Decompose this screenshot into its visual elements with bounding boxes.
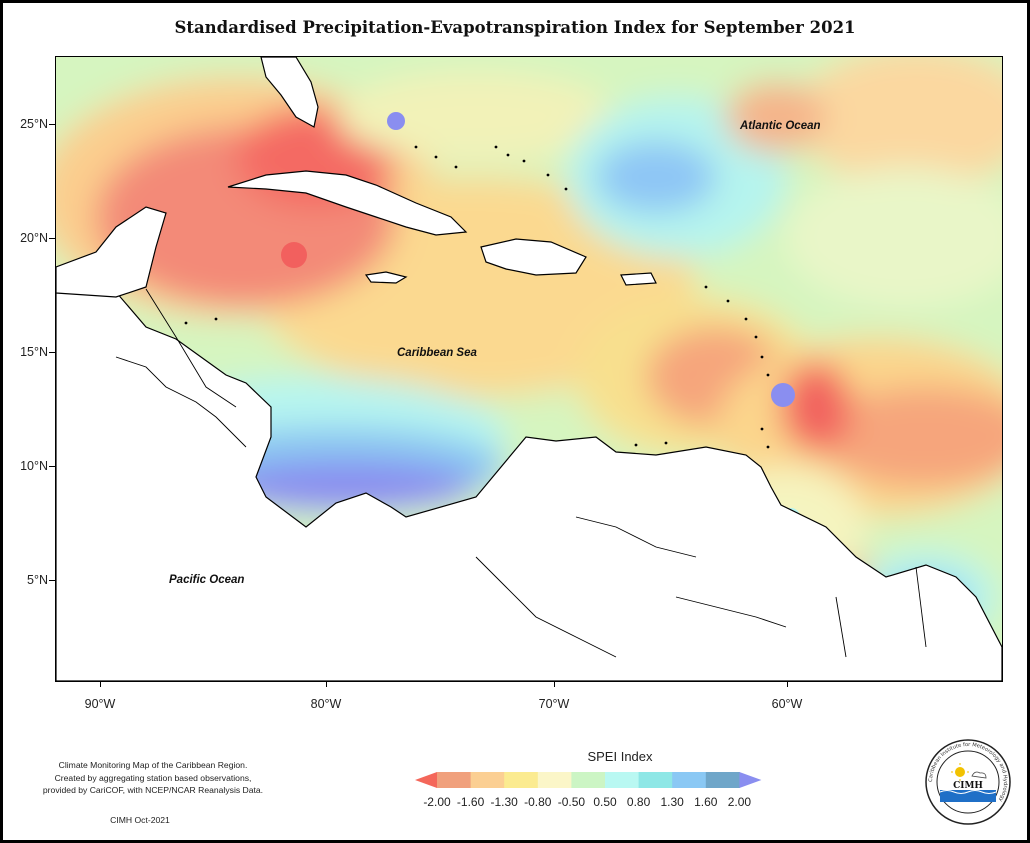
svg-text:CIMH: CIMH [953, 781, 983, 791]
y-tick [49, 238, 55, 239]
legend-swatch [638, 772, 673, 788]
credits-line: provided by CariCOF, with NCEP/NCAR Rean… [42, 785, 264, 796]
y-label-25n: 25°N [20, 117, 48, 131]
credits-line: Created by aggregating station based obs… [54, 772, 252, 783]
legend-label: 0.50 [593, 795, 617, 809]
legend-label: -1.60 [456, 795, 485, 809]
legend-swatch [470, 772, 505, 788]
label-pacific-ocean: Pacific Ocean [169, 574, 245, 586]
cimh-logo: CIMH Caribbean Institute for Meteorology… [925, 739, 1011, 825]
legend-colorbar [415, 772, 762, 788]
map-title: Standardised Precipitation-Evapotranspir… [174, 18, 856, 37]
legend-swatch [672, 772, 707, 788]
y-label-20n: 20°N [20, 231, 48, 245]
legend-swatch [705, 772, 740, 788]
legend-label: 1.60 [694, 795, 718, 809]
y-label-5n: 5°N [27, 573, 48, 587]
x-label-90w: 90°W [84, 697, 116, 711]
legend-label: 1.30 [660, 795, 684, 809]
credits-stamp: CIMH Oct-2021 [110, 815, 170, 825]
legend-swatch [537, 772, 572, 788]
y-tick [49, 580, 55, 581]
credits-text: Climate Monitoring Map of the Caribbean … [22, 759, 284, 797]
y-tick [49, 466, 55, 467]
legend-swatch [504, 772, 539, 788]
spei-field [56, 57, 1002, 681]
label-caribbean-sea: Caribbean Sea [397, 347, 477, 359]
legend-label: 0.80 [626, 795, 651, 809]
x-tick [787, 681, 788, 687]
credits-line: Climate Monitoring Map of the Caribbean … [58, 760, 248, 770]
x-tick [554, 681, 555, 687]
x-tick [100, 681, 101, 687]
x-label-80w: 80°W [310, 697, 342, 711]
legend-swatch [605, 772, 640, 788]
legend-arrow-low [415, 772, 437, 788]
x-label-70w: 70°W [538, 697, 570, 711]
legend-label: -0.50 [557, 795, 586, 809]
label-atlantic-ocean: Atlantic Ocean [740, 120, 821, 132]
y-label-15n: 15°N [20, 345, 48, 359]
y-label-10n: 10°N [20, 459, 48, 473]
y-tick [49, 352, 55, 353]
x-label-60w: 60°W [771, 697, 803, 711]
legend-arrow-high [739, 772, 762, 788]
legend-label: 2.00 [727, 795, 752, 809]
legend-swatch [437, 772, 472, 788]
legend-title: SPEI Index [587, 749, 653, 764]
legend-label: -1.30 [490, 795, 518, 809]
x-tick [326, 681, 327, 687]
legend-label: -0.80 [524, 795, 552, 809]
legend-swatch [571, 772, 606, 788]
legend-label: -2.00 [423, 795, 451, 809]
spei-map[interactable] [55, 56, 1003, 682]
y-tick [49, 124, 55, 125]
